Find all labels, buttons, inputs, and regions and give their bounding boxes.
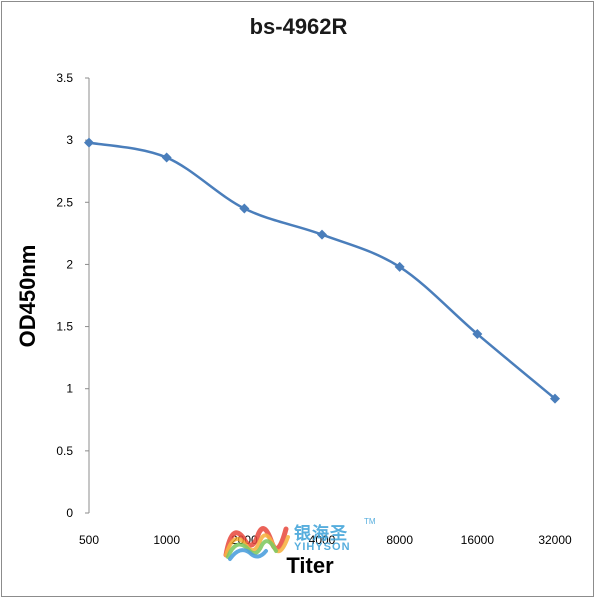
y-tick-label: 1 xyxy=(66,382,73,396)
y-tick-label: 3.5 xyxy=(56,71,73,85)
series-lines xyxy=(88,141,556,400)
watermark-logo: 银海圣 TM YIHYSON xyxy=(222,515,382,563)
axes xyxy=(85,77,90,514)
data-point-marker xyxy=(472,329,483,340)
x-axis-label: Titer xyxy=(286,553,334,578)
watermark-english: YIHYSON xyxy=(294,541,351,553)
x-tick-labels: 500 1000 2000 4000 8000 16000 32000 xyxy=(79,533,572,547)
x-tick-label: 16000 xyxy=(461,533,495,547)
watermark-tm: TM xyxy=(364,517,376,526)
data-point-marker xyxy=(550,393,560,404)
y-tick-label: 2.5 xyxy=(56,195,73,209)
series-line xyxy=(88,141,556,400)
data-points xyxy=(84,137,560,404)
x-tick-label: 32000 xyxy=(538,533,572,547)
y-tick-label: 0.5 xyxy=(56,444,73,458)
data-point-marker xyxy=(239,203,250,214)
data-point-marker xyxy=(394,261,405,272)
data-point-marker xyxy=(317,229,327,240)
wave-logo-icon xyxy=(223,526,290,561)
y-tick-labels: 0 0.5 1 1.5 2 2.5 3 3.5 xyxy=(56,71,73,520)
y-tick-label: 0 xyxy=(66,506,73,520)
data-point-marker xyxy=(161,152,172,163)
x-tick-label: 8000 xyxy=(386,533,413,547)
y-tick-label: 3 xyxy=(66,133,73,147)
x-tick-label: 500 xyxy=(79,533,99,547)
data-point-marker xyxy=(84,137,94,148)
x-tick-label: 4000 xyxy=(309,533,336,547)
chart-title: bs-4962R xyxy=(249,14,348,39)
y-tick-label: 1.5 xyxy=(56,320,73,334)
y-tick-label: 2 xyxy=(66,257,73,271)
watermark-chinese: 银海圣 xyxy=(294,524,348,544)
x-tick-label: 1000 xyxy=(153,533,180,547)
